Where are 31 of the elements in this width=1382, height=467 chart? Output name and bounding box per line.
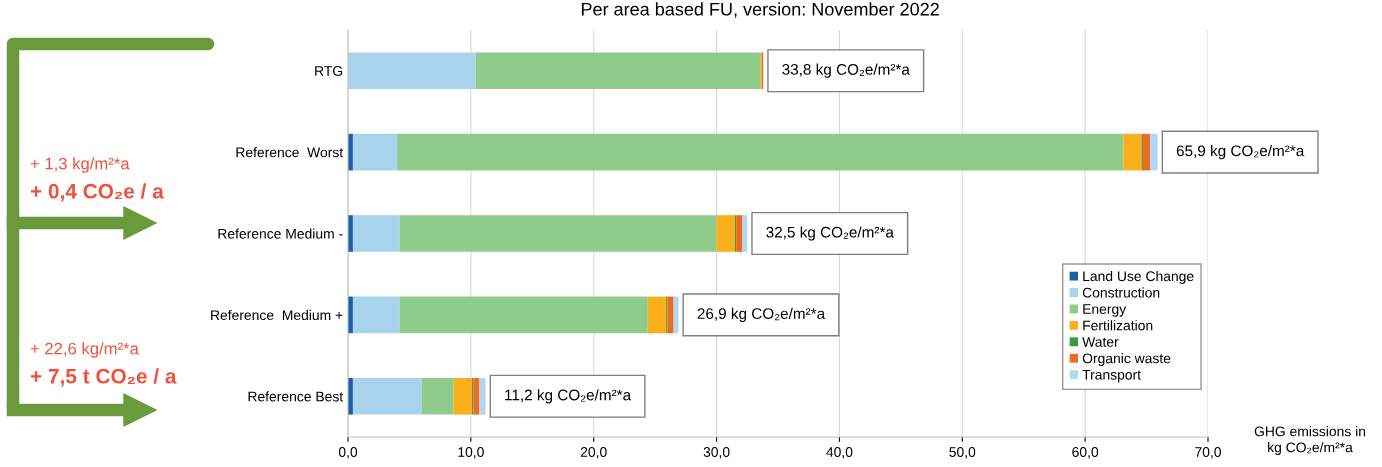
legend-label: Fertilization <box>1083 320 1153 331</box>
legend-label: Land Use Change <box>1083 270 1194 284</box>
x-axis-title: GHG emissions in kg CO₂e/m²*a <box>1254 426 1366 455</box>
chart-title: Per area based FU, version: November 2022 <box>581 2 939 18</box>
total-label: 33,8 kg CO₂e/m²*a <box>782 63 910 78</box>
text: + 22,6 kg/m²*a <box>30 342 139 358</box>
text: + 7,5 t CO₂e / a <box>30 368 177 387</box>
x-tick-label: 40,0 <box>826 447 853 459</box>
x-tick-label: 20,0 <box>580 447 607 459</box>
total-label: 32,5 kg CO₂e/m²*a <box>766 226 894 241</box>
legend-label: Organic waste <box>1082 353 1171 366</box>
legend-label: Water <box>1082 337 1119 347</box>
text: + 1,3 kg/m²*a <box>30 157 130 173</box>
x-tick-label: 30,0 <box>703 447 730 459</box>
y-tick-label: RTG <box>315 66 343 76</box>
total-label: 65,9 kg CO₂e/m²*a <box>1176 144 1305 160</box>
x-tick-label: 60,0 <box>1072 447 1099 459</box>
text: + 0,4 CO₂e / a <box>30 183 164 202</box>
legend-label: Transport <box>1082 369 1141 383</box>
legend-label: Construction <box>1082 287 1160 298</box>
y-tick-label: Reference Medium - <box>218 228 343 239</box>
x-tick-label: 70,0 <box>1195 447 1221 459</box>
y-tick-label: Reference Medium + <box>211 309 343 321</box>
total-label: 26,9 kg CO₂e/m²*a <box>697 307 826 323</box>
legend-label: Energy <box>1083 304 1127 317</box>
x-tick-label: 10,0 <box>458 447 484 459</box>
x-tick-label: 0,0 <box>338 447 358 459</box>
y-tick-label: Reference Worst <box>236 147 344 158</box>
x-tick-label: 50,0 <box>949 447 976 459</box>
y-tick-label: Reference Best <box>248 391 344 402</box>
total-label: 11,2 kg CO₂e/m²*a <box>505 389 632 404</box>
